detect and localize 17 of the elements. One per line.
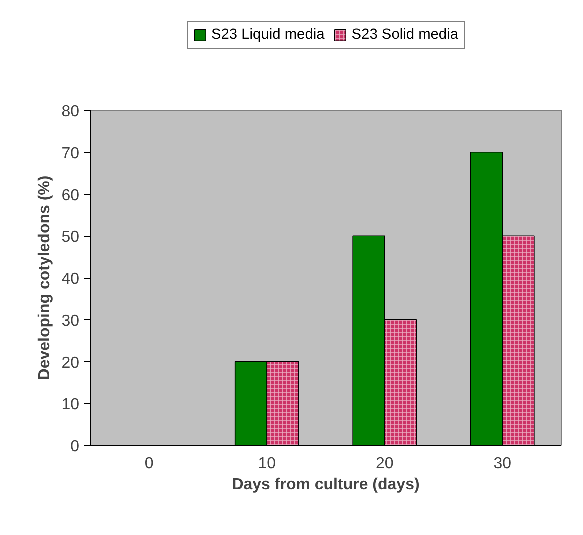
y-tick-label: 30 — [62, 312, 80, 330]
y-tick-label: 50 — [62, 229, 80, 246]
y-tick-label: 60 — [62, 187, 80, 204]
x-tick-label: 0 — [144, 456, 154, 472]
x-tick-label: 30 — [494, 456, 512, 472]
legend-label: S23 Liquid media — [212, 27, 325, 43]
y-tick-label: 80 — [62, 104, 80, 120]
legend-label: S23 Solid media — [352, 27, 458, 43]
x-tick-label: 20 — [376, 456, 394, 472]
y-tick-label: 40 — [62, 271, 80, 288]
y-tick-label: 10 — [62, 396, 80, 414]
y-axis-title: Developing cotyledons (%) — [36, 176, 54, 380]
y-tick-label: 20 — [62, 354, 80, 372]
y-tick-label: 0 — [70, 438, 80, 456]
x-tick-label: 10 — [258, 456, 276, 472]
x-axis-title: Days from culture (days) — [232, 476, 420, 494]
y-tick-label: 70 — [62, 145, 80, 162]
